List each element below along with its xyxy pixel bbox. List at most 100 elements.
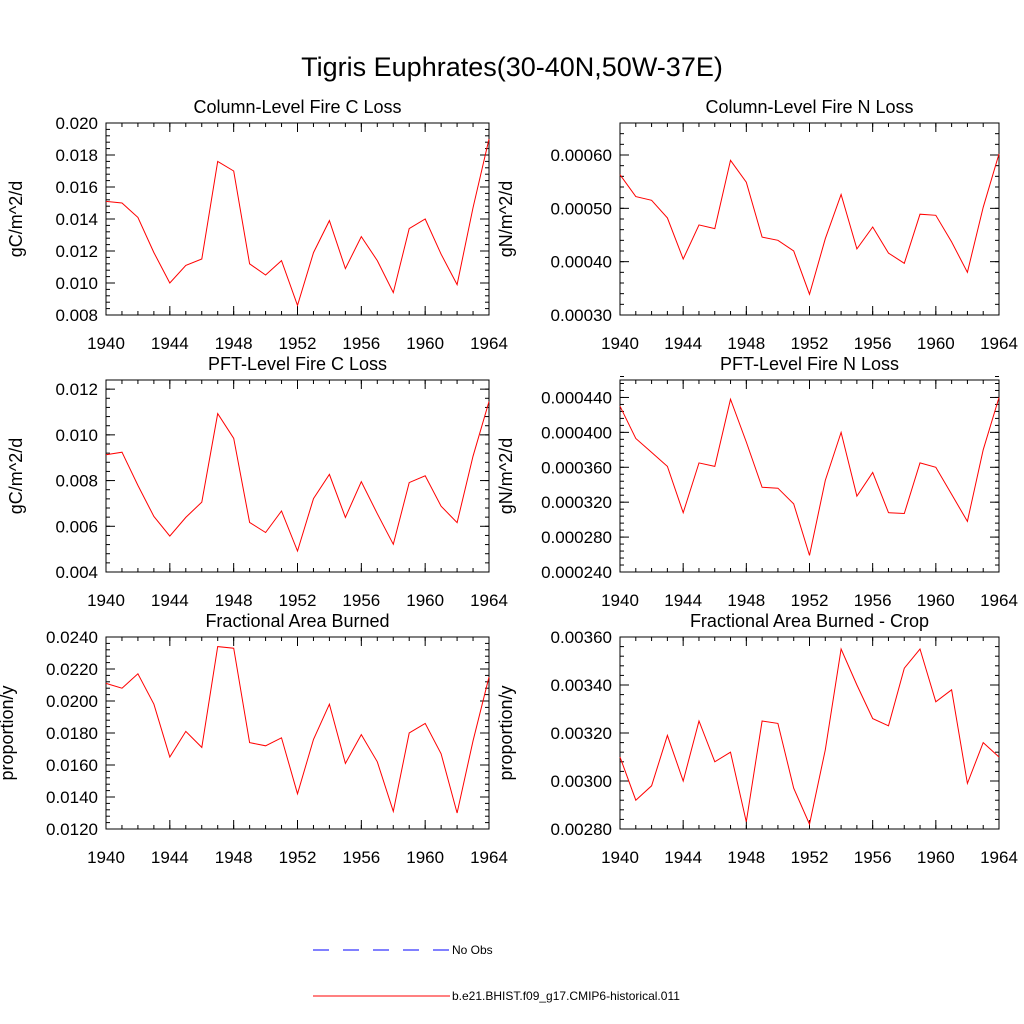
y-tick-label: 0.0240 (46, 628, 98, 647)
x-tick-label: 1956 (342, 848, 380, 867)
x-tick-label: 1964 (470, 591, 508, 610)
x-tick-label: 1956 (342, 591, 380, 610)
x-tick-label: 1952 (791, 591, 829, 610)
x-tick-label: 1960 (917, 334, 955, 353)
y-tick-label: 0.00360 (551, 628, 612, 647)
y-tick-label: 0.008 (55, 306, 98, 325)
chart-panel-4: 1940 1944 1948 1952 1956 1960 1964 0.000240 0.00… (496, 354, 1018, 610)
x-tick-label: 1940 (601, 591, 639, 610)
chart-panel-1: 1940 1944 1948 1952 1956 1960 1964 0.008 0.010 0.… (6, 97, 508, 353)
y-tick-label: 0.010 (55, 274, 98, 293)
y-tick-label: 0.00040 (551, 253, 612, 272)
y-tick-label: 0.000360 (541, 458, 612, 477)
y-tick-label: 0.00340 (551, 676, 612, 695)
x-tick-label: 1944 (151, 848, 189, 867)
y-tick-label: 0.0140 (46, 788, 98, 807)
x-tick-label: 1944 (664, 848, 702, 867)
y-tick-label: 0.00300 (551, 772, 612, 791)
legend: No Obs b.e21.BHIST.f09_g17.CMIP6-histori… (313, 943, 680, 1003)
plot-frame (105, 379, 490, 573)
x-tick-label: 1952 (279, 848, 317, 867)
series-line (619, 647, 1000, 826)
plot-frame (105, 636, 490, 830)
y-axis-label: gC/m^2/d (6, 438, 26, 514)
x-tick-label: 1956 (342, 334, 380, 353)
x-tick-label: 1944 (664, 591, 702, 610)
x-tick-label: 1940 (601, 334, 639, 353)
x-tick-label: 1948 (727, 334, 765, 353)
legend-label-no-obs: No Obs (452, 943, 493, 957)
series-line (105, 646, 490, 814)
y-tick-label: 0.012 (55, 242, 98, 261)
panel-title: Column-Level Fire C Loss (193, 97, 401, 117)
x-tick-label: 1964 (980, 334, 1018, 353)
y-tick-label: 0.00280 (551, 820, 612, 839)
panel-title: Fractional Area Burned (205, 611, 389, 631)
x-tick-label: 1948 (215, 848, 253, 867)
legend-label-model: b.e21.BHIST.f09_g17.CMIP6-historical.011 (452, 989, 680, 1003)
y-tick-label: 0.0120 (46, 820, 98, 839)
x-tick-label: 1940 (87, 334, 125, 353)
y-tick-label: 0.016 (55, 178, 98, 197)
y-tick-label: 0.000440 (541, 388, 612, 407)
x-tick-label: 1956 (854, 334, 892, 353)
x-tick-label: 1944 (664, 334, 702, 353)
panel-title: Fractional Area Burned - Crop (690, 611, 929, 631)
panel-title: Column-Level Fire N Loss (705, 97, 913, 117)
x-tick-label: 1960 (406, 848, 444, 867)
x-tick-label: 1964 (980, 591, 1018, 610)
x-tick-label: 1940 (87, 591, 125, 610)
y-tick-label: 0.0160 (46, 756, 98, 775)
panel-title: PFT-Level Fire N Loss (720, 354, 899, 374)
y-tick-label: 0.00060 (551, 146, 612, 165)
x-tick-label: 1944 (151, 334, 189, 353)
y-tick-label: 0.008 (55, 472, 98, 491)
x-tick-label: 1940 (601, 848, 639, 867)
y-tick-label: 0.00030 (551, 306, 612, 325)
x-tick-label: 1956 (854, 848, 892, 867)
y-axis-label: gN/m^2/d (496, 181, 516, 257)
x-tick-label: 1952 (791, 848, 829, 867)
x-tick-label: 1948 (215, 334, 253, 353)
x-tick-label: 1964 (470, 848, 508, 867)
y-tick-label: 0.000280 (541, 528, 612, 547)
x-tick-label: 1944 (151, 591, 189, 610)
y-tick-label: 0.00050 (551, 199, 612, 218)
x-tick-label: 1940 (87, 848, 125, 867)
series-line (619, 397, 1000, 556)
chart-panel-2: 1940 1944 1948 1952 1956 1960 1964 0.00030 0.000… (496, 97, 1018, 353)
x-tick-label: 1964 (980, 848, 1018, 867)
y-tick-label: 0.014 (55, 210, 98, 229)
y-tick-label: 0.012 (55, 380, 98, 399)
y-tick-label: 0.0200 (46, 692, 98, 711)
y-tick-label: 0.004 (55, 563, 98, 582)
y-axis-label: gC/m^2/d (6, 181, 26, 257)
x-tick-label: 1952 (791, 334, 829, 353)
plot-frame (105, 122, 490, 316)
x-tick-label: 1948 (727, 848, 765, 867)
x-tick-label: 1960 (406, 334, 444, 353)
plot-frame (619, 379, 1000, 573)
panels: 1940 1944 1948 1952 1956 1960 1964 0.008 0.010 0.… (0, 97, 1018, 867)
x-tick-label: 1956 (854, 591, 892, 610)
y-tick-label: 0.00320 (551, 724, 612, 743)
series-line (105, 138, 490, 307)
y-tick-label: 0.020 (55, 114, 98, 133)
y-tick-label: 0.018 (55, 146, 98, 165)
chart-panel-6: 1940 1944 1948 1952 1956 1960 1964 0.00280 0.003… (496, 611, 1018, 867)
series-line (619, 153, 1000, 296)
x-tick-label: 1952 (279, 591, 317, 610)
x-tick-label: 1964 (470, 334, 508, 353)
y-tick-label: 0.010 (55, 426, 98, 445)
panel-title: PFT-Level Fire C Loss (208, 354, 387, 374)
y-tick-label: 0.0180 (46, 724, 98, 743)
y-tick-label: 0.0220 (46, 660, 98, 679)
series-line (105, 401, 490, 553)
y-tick-label: 0.006 (55, 517, 98, 536)
plot-frame (619, 636, 1000, 830)
plot-frame (619, 122, 1000, 316)
y-axis-label: proportion/y (496, 685, 516, 780)
chart-panel-5: 1940 1944 1948 1952 1956 1960 1964 0.0120 0.0140… (0, 611, 508, 867)
y-tick-label: 0.000320 (541, 493, 612, 512)
